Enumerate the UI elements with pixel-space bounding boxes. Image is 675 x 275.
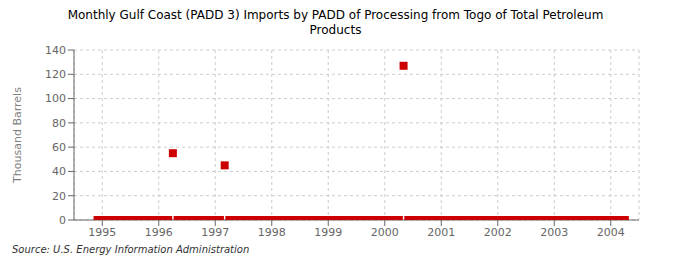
svg-text:120: 120 xyxy=(45,68,66,81)
svg-text:1998: 1998 xyxy=(258,226,286,239)
html-text:Products: Products xyxy=(309,23,362,37)
svg-text:140: 140 xyxy=(45,44,66,57)
svg-text:2004: 2004 xyxy=(597,226,625,239)
svg-text:1996: 1996 xyxy=(145,226,173,239)
svg-text:0: 0 xyxy=(59,214,66,227)
svg-text:2003: 2003 xyxy=(540,226,568,239)
svg-text:1999: 1999 xyxy=(314,226,342,239)
svg-text:1995: 1995 xyxy=(88,226,116,239)
svg-text:100: 100 xyxy=(45,92,66,105)
html-text:Source: U.S. Energy Informatio: Source: U.S. Energy Information Administ… xyxy=(12,244,250,255)
svg-text:20: 20 xyxy=(52,190,66,203)
svg-text:80: 80 xyxy=(52,117,66,130)
svg-text:1997: 1997 xyxy=(201,226,229,239)
svg-text:60: 60 xyxy=(52,141,66,154)
svg-text:2002: 2002 xyxy=(484,226,512,239)
svg-text:Thousand Barrels: Thousand Barrels xyxy=(11,87,24,184)
svg-text:2000: 2000 xyxy=(371,226,399,239)
svg-text:2001: 2001 xyxy=(427,226,455,239)
svg-text:40: 40 xyxy=(52,165,66,178)
html-text:Monthly Gulf Coast (PADD 3) Im: Monthly Gulf Coast (PADD 3) Imports by P… xyxy=(67,8,604,22)
